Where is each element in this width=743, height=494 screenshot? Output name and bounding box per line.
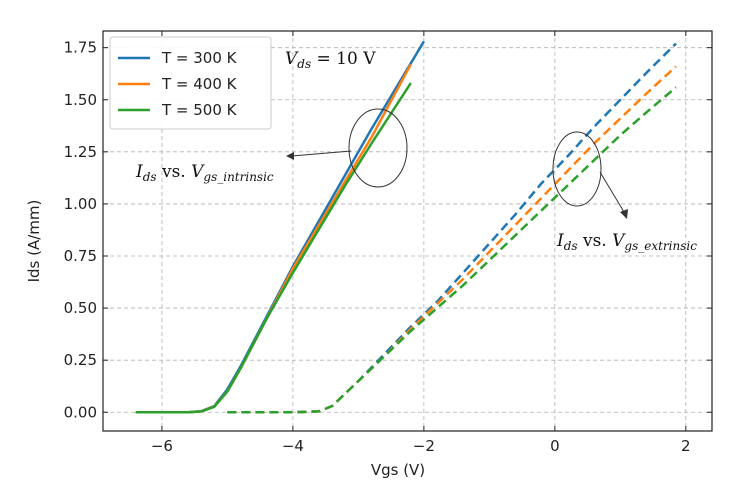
extrinsic-arrowhead	[620, 209, 628, 219]
legend: T = 300 K T = 400 K T = 500 K	[109, 36, 272, 130]
y-tick-label: 0.00	[64, 403, 97, 421]
intrinsic-annotation: Ids vs. Vgs_intrinsic	[135, 162, 274, 184]
plot-frame	[102, 30, 713, 432]
intrinsic-arrow-line	[291, 150, 352, 157]
y-tick-label: 1.25	[64, 143, 97, 161]
series-3-intrinsic-line	[135, 82, 412, 414]
intrinsic-v: V	[191, 162, 205, 182]
ticks: −6 −4 −2 0 2 0.00 0.25 0.50 0.75 1.00 1.25 1.50 1.75	[64, 31, 712, 455]
y-tick-label: 1.75	[64, 39, 97, 57]
x-tick-label: 2	[681, 437, 691, 455]
intrinsic-i-sub: ds	[143, 170, 157, 184]
series-1-extrinsic-line	[227, 42, 677, 414]
extrinsic-arrow-line	[599, 171, 625, 213]
extrinsic-v: V	[612, 231, 626, 251]
x-tick-label: 0	[550, 437, 560, 455]
extrinsic-i-sub: ds	[564, 239, 578, 253]
vds-value: = 10 V	[311, 49, 376, 69]
extrinsic-ellipse	[552, 131, 602, 207]
x-tick-label: −2	[413, 437, 435, 455]
y-tick-label: 0.50	[64, 299, 97, 317]
series-3-extrinsic-line	[227, 86, 677, 414]
intrinsic-arrowhead	[286, 152, 294, 160]
legend-label: T = 300 K	[161, 49, 238, 67]
vds-sub: ds	[297, 57, 311, 71]
y-axis-title: Ids (A/mm)	[25, 200, 43, 283]
legend-label: T = 400 K	[161, 75, 238, 93]
extrinsic-annotation: Ids vs. Vgs_extrinsic	[556, 231, 697, 253]
legend-label: T = 500 K	[161, 101, 238, 119]
x-axis-title: Vgs (V)	[371, 461, 425, 479]
x-tick-label: −6	[151, 437, 173, 455]
x-tick-label: −4	[282, 437, 304, 455]
extrinsic-vs: vs.	[578, 231, 613, 251]
intrinsic-v-sub: gs_intrinsic	[203, 170, 274, 184]
extrinsic-i: I	[556, 231, 564, 251]
vds-var: V	[285, 49, 299, 69]
extrinsic-v-sub: gs_extrinsic	[624, 239, 697, 253]
legend-box	[109, 36, 272, 130]
y-tick-label: 1.50	[64, 91, 97, 109]
y-tick-label: 0.75	[64, 247, 97, 265]
grid	[103, 31, 712, 431]
vds-annotation: Vds = 10 V	[285, 49, 376, 71]
y-tick-label: 0.25	[64, 351, 97, 369]
intrinsic-ellipse	[348, 108, 408, 188]
intrinsic-vs: vs.	[157, 162, 192, 182]
intrinsic-i: I	[135, 162, 143, 182]
y-tick-label: 1.00	[64, 195, 97, 213]
